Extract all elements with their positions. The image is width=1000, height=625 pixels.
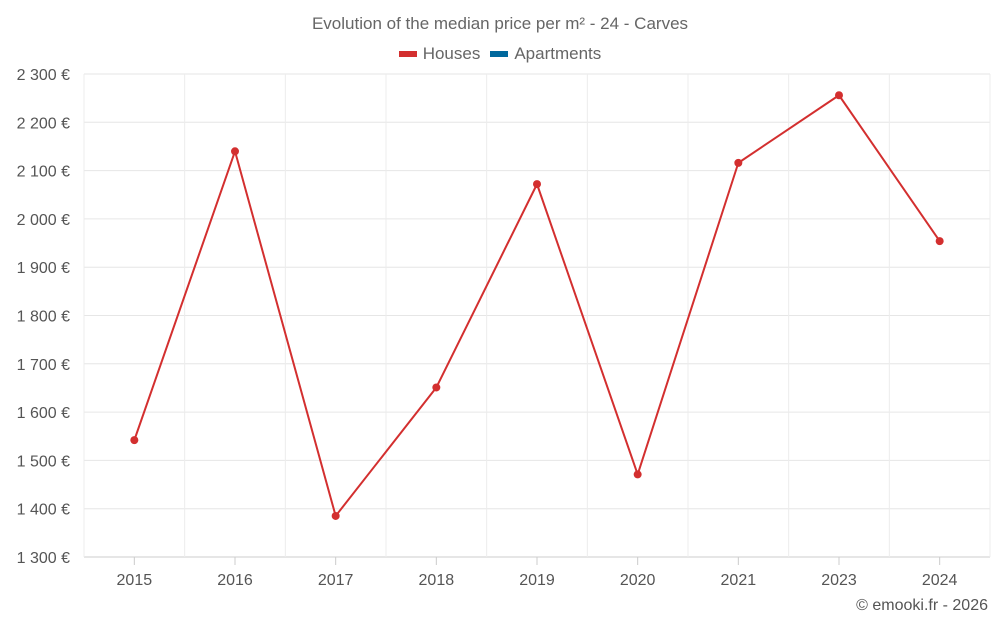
y-tick-label: 2 100 €: [17, 164, 70, 181]
x-tick-label: 2017: [318, 572, 354, 589]
x-tick-label: 2020: [620, 572, 656, 589]
data-point[interactable]: [231, 147, 239, 156]
data-point[interactable]: [835, 91, 843, 100]
data-point[interactable]: [130, 436, 139, 445]
legend-swatch-houses: [398, 51, 417, 57]
y-tick-label: 1 300 €: [17, 550, 70, 567]
y-tick-label: 2 200 €: [17, 115, 70, 132]
legend-label-houses: Houses: [422, 44, 481, 63]
series-layer: [130, 91, 944, 520]
series-line-houses: [133, 94, 941, 517]
x-tick-label: 2024: [922, 572, 958, 589]
y-tick-label: 2 000 €: [17, 212, 70, 229]
data-point[interactable]: [734, 158, 743, 167]
legend-swatch-apartments: [490, 51, 509, 57]
x-tick-label: 2019: [519, 572, 555, 589]
y-tick-label: 1 700 €: [17, 357, 70, 374]
x-axis: 2015 2016 2017 2018 2019 2020 2021 2023 2024: [117, 557, 958, 589]
legend-item-houses[interactable]: Houses: [398, 44, 481, 64]
y-tick-label: 2 300 €: [17, 67, 70, 84]
footer-credit: © emooki.fr - 2026: [856, 597, 988, 614]
legend-item-apartments[interactable]: Apartments: [490, 44, 601, 64]
x-tick-label: 2015: [117, 572, 153, 589]
y-tick-label: 1 500 €: [17, 453, 70, 470]
x-tick-label: 2016: [217, 572, 253, 589]
grid: [83, 73, 991, 558]
y-tick-label: 1 900 €: [17, 260, 70, 277]
legend-label-apartments: Apartments: [514, 44, 602, 63]
x-tick-label: 2018: [419, 572, 455, 589]
data-point[interactable]: [633, 470, 642, 479]
y-tick-label: 1 800 €: [17, 309, 70, 326]
x-tick-label: 2021: [721, 572, 757, 589]
data-point[interactable]: [331, 511, 340, 520]
y-tick-label: 1 400 €: [17, 502, 70, 519]
y-tick-label: 1 600 €: [17, 405, 70, 422]
chart-title: Evolution of the median price per m² - 2…: [311, 14, 689, 33]
x-tick-label: 2023: [821, 572, 857, 589]
data-point[interactable]: [533, 180, 541, 189]
data-point[interactable]: [432, 383, 441, 392]
legend: Houses Apartments: [0, 44, 1000, 64]
y-axis: 1 300 € 1 400 € 1 500 € 1 600 € 1 700 € 1 800…: [17, 67, 70, 567]
data-point[interactable]: [935, 237, 944, 246]
